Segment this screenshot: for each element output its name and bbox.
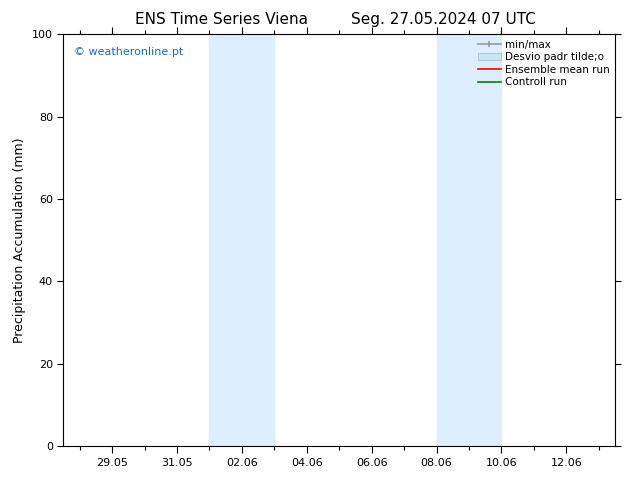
Bar bbox=[437, 34, 501, 446]
Text: © weatheronline.pt: © weatheronline.pt bbox=[74, 47, 184, 57]
Text: ENS Time Series Viena: ENS Time Series Viena bbox=[136, 12, 308, 27]
Bar bbox=[209, 34, 275, 446]
Legend: min/max, Desvio padr tilde;o, Ensemble mean run, Controll run: min/max, Desvio padr tilde;o, Ensemble m… bbox=[476, 37, 612, 89]
Text: Seg. 27.05.2024 07 UTC: Seg. 27.05.2024 07 UTC bbox=[351, 12, 536, 27]
Y-axis label: Precipitation Accumulation (mm): Precipitation Accumulation (mm) bbox=[13, 137, 27, 343]
